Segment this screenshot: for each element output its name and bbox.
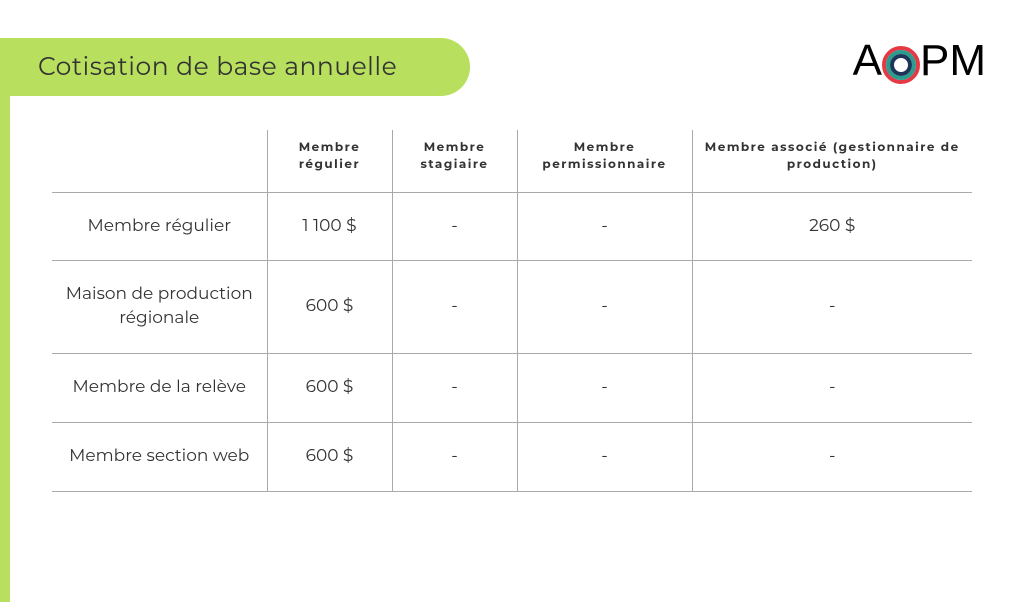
table-header-col: Membre régulier <box>267 130 392 192</box>
table-header-col: Membre stagiaire <box>392 130 517 192</box>
table-cell: 600 $ <box>267 261 392 354</box>
brand-logo: A PM <box>853 36 986 86</box>
table-cell: - <box>692 261 972 354</box>
table-header-row: Membre régulier Membre stagiaire Membre … <box>52 130 972 192</box>
table-row: Maison de production régionale 600 $ - -… <box>52 261 972 354</box>
row-label: Membre régulier <box>52 192 267 261</box>
table-row: Membre de la relève 600 $ - - - <box>52 353 972 422</box>
table-row: Membre section web 600 $ - - - <box>52 422 972 491</box>
logo-letter-a: A <box>853 39 882 83</box>
table-cell: - <box>517 353 692 422</box>
left-accent-bar <box>0 58 10 602</box>
table-cell: - <box>692 353 972 422</box>
row-label: Membre section web <box>52 422 267 491</box>
table-cell: - <box>517 422 692 491</box>
table-cell: - <box>392 353 517 422</box>
table-cell: - <box>517 192 692 261</box>
table-cell: - <box>392 261 517 354</box>
table-cell: - <box>692 422 972 491</box>
table-row: Membre régulier 1 100 $ - - 260 $ <box>52 192 972 261</box>
row-label: Membre de la relève <box>52 353 267 422</box>
table-header-col: Membre permissionnaire <box>517 130 692 192</box>
logo-ring-icon <box>881 45 921 85</box>
table-header-col: Membre associé (gestionnaire de producti… <box>692 130 972 192</box>
table-cell: 260 $ <box>692 192 972 261</box>
title-pill: Cotisation de base annuelle <box>0 38 470 96</box>
table-cell: 600 $ <box>267 353 392 422</box>
row-label: Maison de production régionale <box>52 261 267 354</box>
table-cell: 600 $ <box>267 422 392 491</box>
table-cell: - <box>517 261 692 354</box>
table-cell: - <box>392 422 517 491</box>
pricing-table: Membre régulier Membre stagiaire Membre … <box>52 130 972 492</box>
logo-letters-pm: PM <box>920 39 986 83</box>
table-header-blank <box>52 130 267 192</box>
table-cell: 1 100 $ <box>267 192 392 261</box>
table-cell: - <box>392 192 517 261</box>
page-title: Cotisation de base annuelle <box>38 52 397 82</box>
